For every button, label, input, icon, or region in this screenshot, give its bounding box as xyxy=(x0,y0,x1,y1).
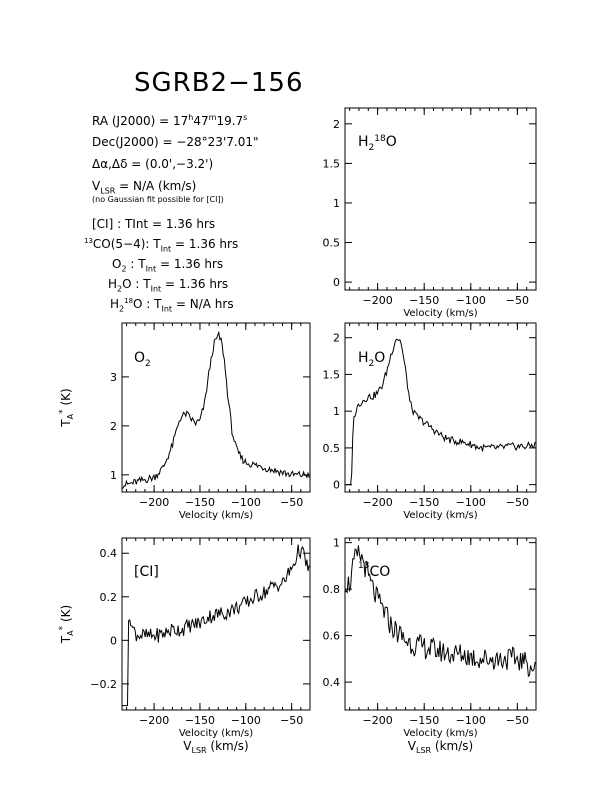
x-tick-label: −150 xyxy=(409,294,439,307)
y-tick-label: 0.5 xyxy=(323,237,341,250)
tint-h218o: H218O : TInt = N/A hrs xyxy=(110,297,234,314)
y-tick-label: 3 xyxy=(110,371,117,384)
x-axis-label-vlsr: VLSR (km/s) xyxy=(183,739,248,755)
x-tick-label: −100 xyxy=(456,496,486,509)
y-tick-label: 0 xyxy=(333,276,340,289)
y-tick-label: 0.6 xyxy=(323,630,341,643)
dec-line: Dec(J2000) = −28°23'7.01" xyxy=(92,135,259,149)
y-tick-label: 1.5 xyxy=(323,368,341,381)
y-tick-label: 1 xyxy=(333,537,340,550)
chart-panel-1: −200 −150 −100 −50 1 2 3 Velocity (km/s) TA* (K)… xyxy=(58,322,311,521)
y-axis-label: TA* (K) xyxy=(58,388,75,427)
chart-panel-4: −200 −150 −100 −50 0.4 0.6 0.8 1 Velocity (km/s)… xyxy=(323,537,537,755)
y-tick-label: 1 xyxy=(333,405,340,418)
x-tick-label: −100 xyxy=(456,714,486,727)
tint-o2: O2 : TInt = 1.36 hrs xyxy=(112,257,224,274)
y-tick-label: 0 xyxy=(110,634,117,647)
y-tick-label: 2 xyxy=(110,420,117,433)
x-tick-label: −200 xyxy=(363,714,393,727)
x-axis-label: Velocity (km/s) xyxy=(403,308,477,319)
x-tick-label: −100 xyxy=(231,496,261,509)
species-label: O2 xyxy=(134,350,151,369)
spectrum-line xyxy=(345,338,536,486)
x-tick-label: −200 xyxy=(139,714,169,727)
ra-line: RA (J2000) = 17h47m19.7s xyxy=(92,113,248,128)
y-tick-label: 0.4 xyxy=(100,547,118,560)
y-tick-label: 0.5 xyxy=(323,442,341,455)
y-tick-label: 0.2 xyxy=(100,591,118,604)
plot-frame xyxy=(344,107,537,291)
x-tick-label: −100 xyxy=(231,714,261,727)
species-label: 13CO xyxy=(358,561,390,580)
tint-13co: 13CO(5−4): TInt = 1.36 hrs xyxy=(84,237,239,254)
x-tick-label: −50 xyxy=(280,714,303,727)
x-tick-label: −150 xyxy=(185,496,215,509)
x-axis-label: Velocity (km/s) xyxy=(179,510,253,521)
x-tick-label: −50 xyxy=(280,496,303,509)
x-tick-label: −50 xyxy=(506,714,529,727)
gaussian-note: (no Gaussian fit possible for [CI]) xyxy=(92,195,224,204)
plot-frame xyxy=(121,322,311,493)
chart-panel-3: −200 −150 −100 −50 −0.2 0 0.2 0.4 Velocity (km/s… xyxy=(58,537,311,755)
spectrum-line xyxy=(122,544,310,707)
x-tick-label: −150 xyxy=(409,714,439,727)
x-axis-label-vlsr: VLSR (km/s) xyxy=(408,739,473,755)
offset-line: Δα,Δδ = (0.0',−3.2') xyxy=(92,157,214,171)
y-tick-label: 1.5 xyxy=(323,157,341,170)
x-tick-label: −200 xyxy=(139,496,169,509)
chart-panel-0: −200 −150 −100 −50 0 0.5 1 1.5 2 Velocity (km/s) H… xyxy=(323,107,537,319)
x-tick-label: −50 xyxy=(506,496,529,509)
y-tick-label: −0.2 xyxy=(90,678,117,691)
plot-frame xyxy=(344,537,537,711)
vlsr-line: VLSR = N/A (km/s) xyxy=(92,179,197,196)
species-label: H2O xyxy=(358,350,385,369)
spectrum-line xyxy=(345,545,536,678)
plot-frame xyxy=(344,322,537,493)
x-tick-label: −150 xyxy=(409,496,439,509)
spectrum-line xyxy=(122,330,310,489)
x-tick-label: −200 xyxy=(363,496,393,509)
y-tick-label: 1 xyxy=(333,197,340,210)
x-tick-label: −200 xyxy=(363,294,393,307)
x-tick-label: −100 xyxy=(456,294,486,307)
y-tick-label: 2 xyxy=(333,332,340,345)
species-label: [CI] xyxy=(134,564,159,580)
y-tick-label: 0.8 xyxy=(323,583,341,596)
x-tick-label: −50 xyxy=(506,294,529,307)
y-tick-label: 1 xyxy=(110,469,117,482)
y-tick-label: 0 xyxy=(333,479,340,492)
tint-h2o: H2O : TInt = 1.36 hrs xyxy=(108,277,229,294)
y-axis-label: TA* (K) xyxy=(58,605,75,644)
plot-frame xyxy=(121,537,311,711)
species-label: H218O xyxy=(358,134,397,153)
y-tick-label: 2 xyxy=(333,118,340,131)
x-tick-label: −150 xyxy=(185,714,215,727)
page-title: SGRB2−156 xyxy=(134,68,304,98)
x-axis-label: Velocity (km/s) xyxy=(179,728,253,739)
chart-panel-2: −200 −150 −100 −50 0 0.5 1 1.5 2 Velocity (km/s) H… xyxy=(323,322,537,521)
y-tick-label: 0.4 xyxy=(323,676,341,689)
x-axis-label: Velocity (km/s) xyxy=(403,510,477,521)
tint-ci: [CI] : TInt = 1.36 hrs xyxy=(92,217,216,231)
x-axis-label: Velocity (km/s) xyxy=(403,728,477,739)
